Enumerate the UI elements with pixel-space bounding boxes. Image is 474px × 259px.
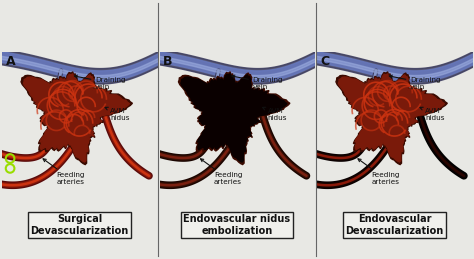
Text: AVM
nidus: AVM nidus (263, 107, 287, 120)
Polygon shape (181, 74, 287, 162)
Text: Draining
vein: Draining vein (232, 75, 283, 90)
Text: Surgical
Devascularization: Surgical Devascularization (30, 214, 128, 236)
Text: Feeding
arteries: Feeding arteries (201, 159, 242, 185)
Text: B: B (163, 55, 173, 68)
Polygon shape (21, 72, 132, 164)
Text: Feeding
arteries: Feeding arteries (43, 159, 85, 185)
Text: Endovascular nidus
embolization: Endovascular nidus embolization (183, 214, 291, 236)
Polygon shape (179, 72, 290, 164)
Text: AVM
nidus: AVM nidus (420, 107, 445, 120)
Text: Draining
vein: Draining vein (74, 75, 126, 90)
Text: C: C (320, 55, 329, 68)
Text: Feeding
arteries: Feeding arteries (358, 159, 400, 185)
Text: Draining
vein: Draining vein (389, 75, 440, 90)
Text: A: A (6, 55, 15, 68)
Polygon shape (338, 74, 445, 162)
Text: AVM
nidus: AVM nidus (105, 107, 130, 120)
Text: Endovascular
Devascularization: Endovascular Devascularization (346, 214, 444, 236)
Polygon shape (336, 72, 447, 164)
Polygon shape (23, 74, 129, 162)
